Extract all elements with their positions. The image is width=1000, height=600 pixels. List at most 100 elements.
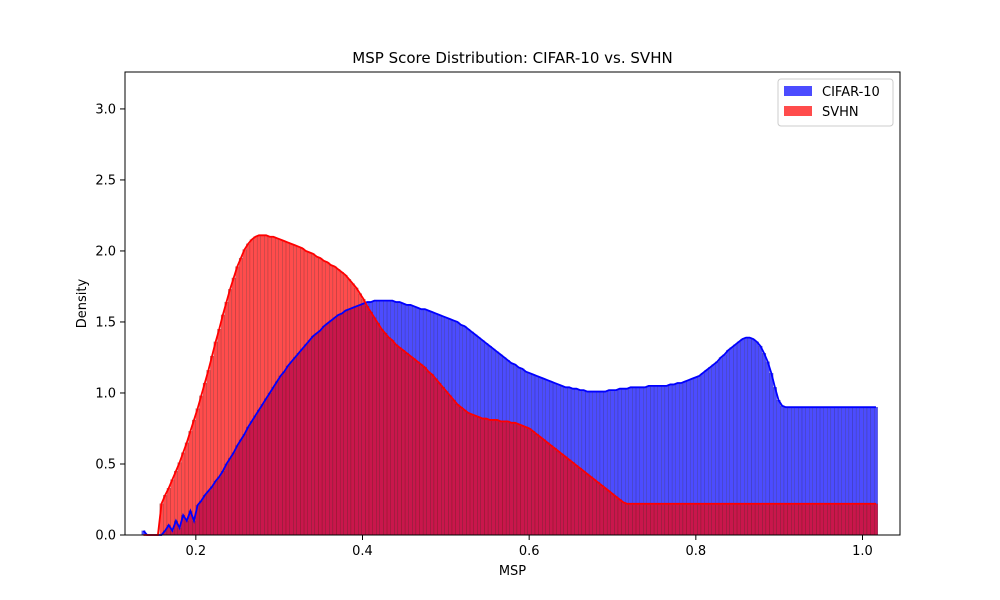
bar bbox=[228, 289, 233, 536]
legend-label-cifar10: CIFAR-10 bbox=[822, 85, 880, 100]
bar bbox=[718, 503, 723, 536]
bar bbox=[578, 468, 583, 536]
kde-line-svhn bbox=[143, 234, 876, 536]
bar bbox=[383, 333, 388, 536]
bar bbox=[874, 503, 878, 536]
bar bbox=[253, 236, 258, 536]
bar bbox=[347, 279, 352, 536]
bar bbox=[870, 503, 875, 536]
bar bbox=[570, 462, 575, 536]
bar bbox=[275, 238, 279, 536]
bar bbox=[459, 407, 463, 536]
bar bbox=[772, 503, 777, 536]
bar bbox=[210, 355, 214, 536]
bar bbox=[491, 419, 496, 536]
bar bbox=[762, 503, 767, 536]
bar bbox=[484, 418, 489, 536]
bar bbox=[235, 266, 240, 536]
bar bbox=[812, 503, 817, 536]
bar bbox=[242, 249, 247, 536]
bar bbox=[780, 503, 785, 536]
bar bbox=[650, 503, 655, 536]
bar bbox=[599, 485, 604, 536]
y-tick-label: 3.0 bbox=[95, 102, 116, 117]
bar bbox=[354, 287, 359, 536]
bar bbox=[246, 243, 251, 536]
bar bbox=[531, 431, 536, 536]
y-tick-label: 0.0 bbox=[95, 529, 116, 544]
bar bbox=[433, 378, 438, 536]
bar bbox=[574, 465, 579, 536]
x-axis-ticks: 0.2 0.4 0.6 0.8 1.0 bbox=[185, 535, 873, 559]
bar bbox=[657, 503, 662, 536]
bar bbox=[336, 269, 341, 536]
y-tick-label: 2.5 bbox=[95, 173, 116, 188]
bar bbox=[220, 314, 225, 536]
bar bbox=[545, 442, 550, 536]
bar bbox=[567, 459, 572, 536]
bar bbox=[708, 503, 712, 536]
bar bbox=[830, 503, 835, 536]
bar bbox=[682, 503, 687, 536]
bar bbox=[866, 503, 871, 536]
bar bbox=[671, 503, 676, 536]
bar bbox=[549, 445, 554, 536]
bar bbox=[809, 503, 813, 536]
bar bbox=[303, 250, 308, 536]
bar bbox=[469, 414, 474, 536]
bar bbox=[264, 235, 269, 536]
bar bbox=[300, 247, 305, 536]
bar bbox=[798, 503, 803, 536]
bar bbox=[502, 421, 507, 536]
bar bbox=[765, 503, 770, 536]
bar bbox=[736, 503, 741, 536]
bar bbox=[740, 503, 745, 536]
bar bbox=[390, 340, 395, 536]
legend-swatch-svhn bbox=[784, 106, 812, 116]
bar bbox=[376, 323, 380, 536]
bar bbox=[664, 503, 669, 536]
plot-frame bbox=[124, 71, 901, 536]
bar bbox=[791, 503, 795, 536]
bar bbox=[293, 245, 297, 536]
bar bbox=[401, 350, 406, 536]
bar bbox=[462, 409, 467, 536]
bar bbox=[372, 317, 377, 536]
bar bbox=[448, 395, 453, 536]
bar bbox=[585, 473, 590, 536]
bar bbox=[332, 266, 337, 536]
bar bbox=[231, 277, 236, 536]
bar bbox=[668, 503, 673, 536]
y-tick-label: 0.5 bbox=[95, 457, 116, 472]
bar bbox=[397, 347, 402, 536]
bar bbox=[318, 257, 323, 536]
bar bbox=[686, 503, 691, 536]
bar bbox=[783, 503, 788, 536]
kde-line-cifar10 bbox=[142, 299, 876, 536]
bar bbox=[278, 239, 283, 536]
bar bbox=[441, 387, 445, 536]
bar bbox=[415, 361, 420, 536]
bar bbox=[632, 503, 637, 536]
bar bbox=[776, 503, 781, 536]
bar bbox=[368, 311, 373, 536]
bar bbox=[653, 503, 658, 536]
chart-title: MSP Score Distribution: CIFAR-10 vs. SVH… bbox=[352, 49, 672, 67]
bar bbox=[249, 239, 254, 536]
x-tick-label: 0.2 bbox=[185, 544, 206, 559]
bar bbox=[563, 456, 568, 536]
bar bbox=[282, 240, 287, 536]
bar bbox=[289, 243, 294, 536]
bar bbox=[365, 306, 370, 536]
bar bbox=[542, 439, 546, 536]
bar bbox=[224, 301, 229, 536]
bar bbox=[834, 503, 839, 536]
bar bbox=[451, 399, 456, 536]
bar bbox=[852, 503, 857, 536]
bar bbox=[794, 503, 799, 536]
bar bbox=[408, 355, 413, 536]
bar bbox=[513, 422, 518, 536]
bar bbox=[477, 416, 481, 536]
bar bbox=[329, 264, 334, 536]
bar bbox=[617, 499, 622, 536]
